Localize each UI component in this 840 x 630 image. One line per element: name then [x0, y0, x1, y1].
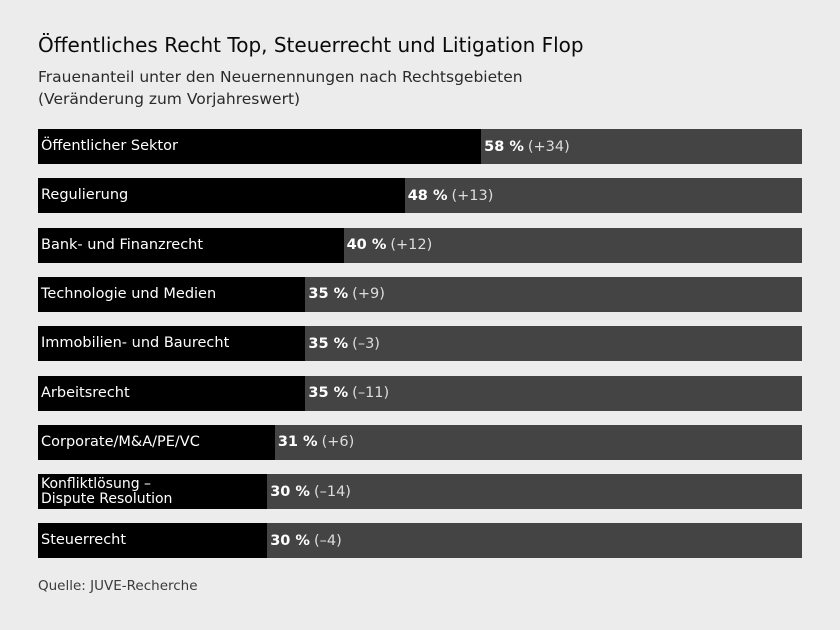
change-value: (+12)	[390, 237, 433, 254]
value-label: 30 % (–14)	[270, 474, 351, 509]
category-label: Arbeitsrecht	[41, 384, 130, 401]
bar	[38, 326, 306, 362]
bar	[38, 523, 268, 559]
percent-value: 48 %	[407, 187, 448, 204]
percent-value: 35 %	[308, 385, 349, 401]
category-label: Öffentlicher Sektor	[41, 138, 178, 154]
bar-row: Corporate/M&A/PE/VC 31 % (+6)	[38, 424, 802, 460]
value-label: 31 % (+6)	[278, 425, 354, 460]
chart-title: Öffentliches Recht Top, Steuerrecht und …	[38, 33, 584, 57]
bar-row: Konfliktlösung – Dispute Resolution 30 % (–…	[38, 474, 802, 510]
bar	[38, 178, 405, 214]
value-label: 40 % (+12)	[347, 228, 433, 263]
bar	[38, 129, 482, 164]
value-label: 35 % (+9)	[308, 277, 384, 312]
category-label: Steuerrecht	[41, 532, 127, 549]
bar-row: Technologie und Medien 35 % (+9)	[38, 276, 802, 312]
change-value: (+13)	[451, 187, 494, 204]
bar-row: Regulierung 48 % (+13)	[38, 178, 802, 214]
category-label: Technologie und Medien	[41, 285, 217, 302]
bar	[38, 474, 268, 510]
bar	[38, 227, 344, 263]
percent-value: 58 %	[484, 138, 524, 155]
category-label: Regulierung	[41, 187, 129, 204]
category-label: Corporate/M&A/PE/VC	[41, 433, 200, 450]
bar	[38, 276, 306, 312]
percent-value: 30 %	[270, 532, 310, 549]
percent-value: 35 %	[308, 286, 349, 303]
bar-row: Steuerrecht 30 % (–4)	[38, 523, 802, 559]
value-label: 30 % (–4)	[270, 523, 342, 558]
category-label: Konfliktlösung – Dispute Resolution	[41, 475, 173, 507]
change-value: (+34)	[527, 138, 570, 155]
value-label: 58 % (+34)	[484, 129, 570, 164]
bar-chart: Öffentlicher Sektor 58 % (+34) Regulierung 4…	[38, 129, 802, 559]
bar	[38, 375, 306, 411]
subtitle-line-2: (Veränderung zum Vorjahreswert)	[38, 90, 301, 108]
change-value: (+6)	[321, 434, 355, 451]
chart-subtitle: Frauenanteil unter den Neuernennungen na…	[38, 66, 523, 110]
percent-value: 31 %	[277, 434, 318, 451]
value-label: 35 % (–3)	[308, 326, 380, 361]
bar-row: Öffentlicher Sektor 58 % (+34)	[38, 129, 802, 164]
change-value: (+9)	[352, 286, 385, 303]
change-value: (–11)	[352, 385, 390, 401]
value-label: 35 % (–11)	[308, 376, 389, 411]
percent-value: 35 %	[308, 335, 349, 352]
value-label: 48 % (+13)	[408, 178, 494, 213]
category-label: Immobilien- und Baurecht	[41, 335, 230, 352]
bar-row: Immobilien- und Baurecht 35 % (–3)	[38, 326, 802, 362]
bar-row: Arbeitsrecht 35 % (–11)	[38, 375, 802, 411]
category-label: Bank- und Finanzrecht	[41, 236, 204, 253]
source-note: Quelle: JUVE-Recherche	[38, 578, 198, 594]
subtitle-line-1: Frauenanteil unter den Neuernennungen na…	[38, 68, 523, 86]
percent-value: 30 %	[270, 483, 310, 500]
change-value: (–3)	[352, 335, 380, 352]
change-value: (–4)	[313, 532, 342, 549]
bar	[38, 424, 275, 460]
bar-row: Bank- und Finanzrecht 40 % (+12)	[38, 227, 802, 263]
change-value: (–14)	[313, 483, 351, 500]
percent-value: 40 %	[346, 237, 387, 254]
